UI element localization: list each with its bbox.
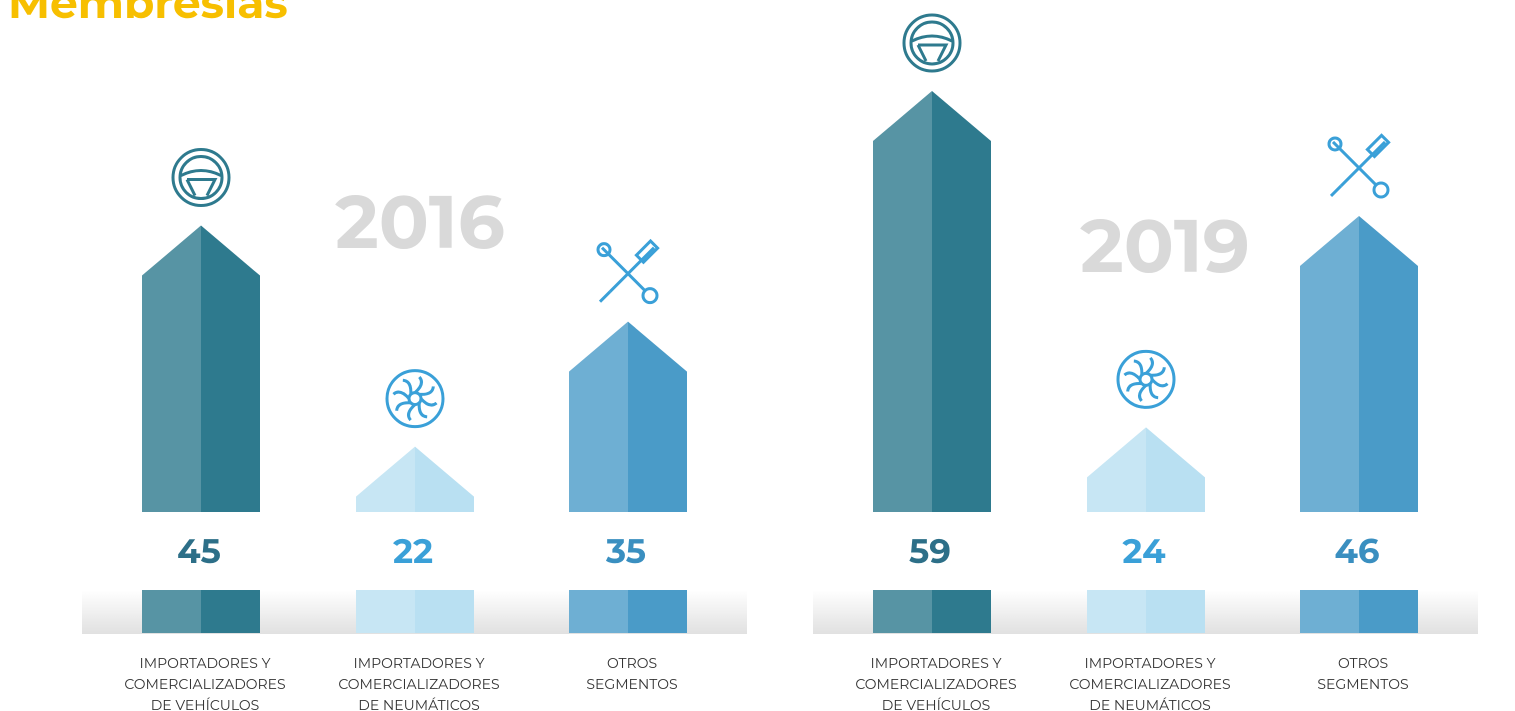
icon-part [1138, 371, 1154, 387]
icon-part [1327, 136, 1343, 152]
charts: 2016 IMPORTADORES Y COMERCIALIZADORES DE VE… [82, 13, 1478, 711]
icon-part [596, 242, 612, 258]
icon [1327, 133, 1391, 199]
icon-part [392, 390, 411, 400]
category-label: IMPORTADORES Y [354, 654, 485, 672]
icon-part [911, 34, 953, 62]
category-label: IMPORTADORES Y [140, 654, 271, 672]
category-label: COMERCIALIZADORES [855, 675, 1016, 693]
icon [1116, 349, 1176, 409]
icon-part [417, 402, 428, 419]
icon-part [902, 13, 962, 73]
bar [873, 91, 991, 633]
icon-part [1138, 384, 1148, 402]
category-label: SEGMENTOS [586, 675, 677, 693]
icon-part [395, 401, 411, 411]
icon-part [1133, 359, 1144, 376]
icon-part [1329, 184, 1343, 198]
icon-part [909, 20, 955, 66]
icon-part [171, 148, 231, 208]
page-title: Membresías [8, 0, 288, 30]
value-label: 59 [909, 530, 951, 572]
icon [596, 238, 660, 305]
category-label: DE VEHÍCULOS [151, 696, 260, 711]
value-label: 24 [1122, 530, 1166, 572]
bar-highlight [873, 91, 932, 633]
category-label: COMERCIALIZADORES [1069, 675, 1230, 693]
icon-part [598, 290, 612, 303]
icon-part [641, 287, 659, 305]
category-label: OTROS [607, 654, 657, 672]
icon-part [407, 391, 423, 407]
icon [171, 148, 231, 208]
value-label: 22 [393, 530, 433, 572]
category-label: COMERCIALIZADORES [124, 675, 285, 693]
icon-part [1365, 133, 1391, 159]
icon-part [600, 246, 656, 293]
icon-part [1150, 366, 1166, 377]
icon-part [1148, 383, 1159, 400]
icon-part [634, 238, 660, 265]
icon-part [407, 403, 417, 422]
icon-part [402, 378, 413, 395]
icon-part [1331, 140, 1387, 188]
year-label: 2019 [1080, 200, 1250, 291]
category-label: SEGMENTOS [1317, 675, 1408, 693]
icon-part [1144, 356, 1154, 375]
icon-part [1116, 349, 1176, 409]
icon-part [1123, 371, 1142, 381]
category-label: COMERCIALIZADORES [338, 675, 499, 693]
icon-part [180, 169, 222, 197]
category-label: DE VEHÍCULOS [882, 696, 991, 711]
value-band [102, 512, 727, 590]
category-label: DE NEUMÁTICOS [1089, 696, 1210, 711]
icon-part [413, 376, 423, 394]
category-label: IMPORTADORES Y [871, 654, 1002, 672]
icon-part [385, 369, 445, 429]
category-label: DE NEUMÁTICOS [358, 696, 479, 711]
value-label: 35 [605, 530, 646, 572]
value-band [833, 512, 1458, 590]
icon-part [419, 386, 435, 396]
category-label: IMPORTADORES Y [1085, 654, 1216, 672]
value-label: 46 [1334, 530, 1379, 572]
icon-part [178, 155, 224, 201]
icon-part [1372, 181, 1390, 199]
icon-part [1150, 378, 1169, 388]
category-label: OTROS [1338, 654, 1388, 672]
year-label: 2016 [335, 176, 505, 267]
value-label: 45 [177, 530, 221, 572]
icon-part [1126, 382, 1142, 392]
icon [902, 13, 962, 73]
icon [385, 369, 445, 429]
icon-part [419, 397, 438, 407]
